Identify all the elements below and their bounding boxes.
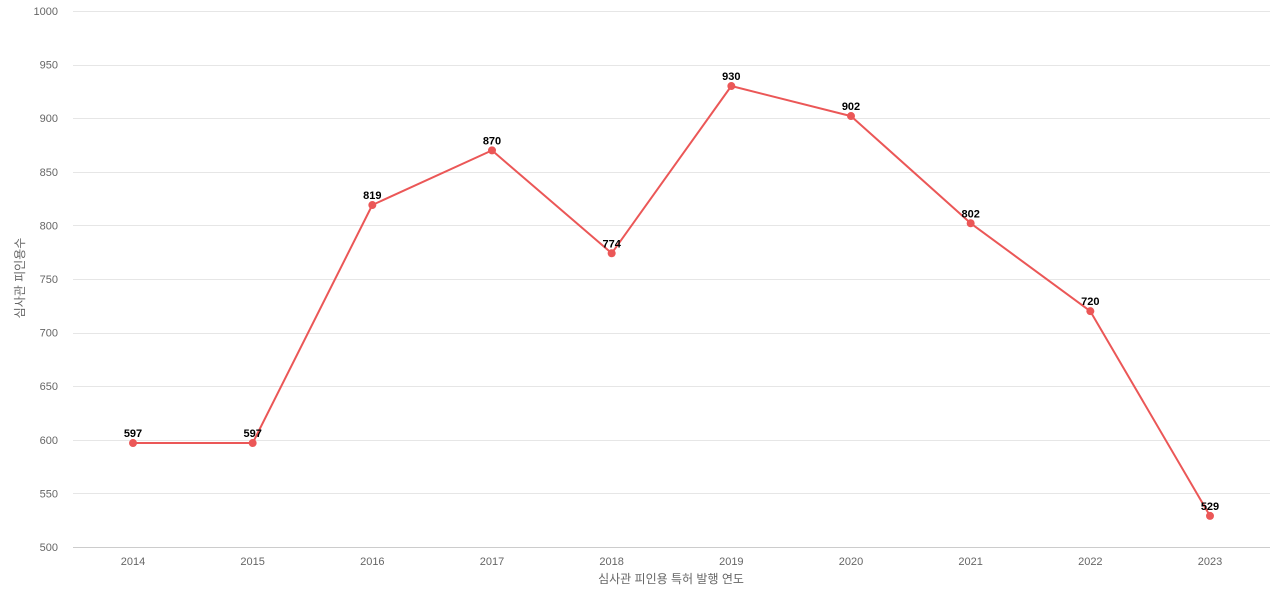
y-tick-label: 850 bbox=[40, 167, 58, 179]
data-points bbox=[129, 82, 1214, 520]
data-point[interactable] bbox=[488, 146, 496, 155]
data-label: 870 bbox=[483, 135, 501, 147]
data-label: 802 bbox=[961, 208, 979, 220]
y-tick-label: 550 bbox=[40, 488, 58, 500]
data-label: 819 bbox=[363, 190, 381, 202]
data-point[interactable] bbox=[847, 112, 855, 121]
x-tick-label: 2017 bbox=[480, 556, 504, 568]
x-tick-label: 2020 bbox=[839, 556, 863, 568]
data-labels: 597 597 819 870 774 930 902 802 720 529 bbox=[124, 71, 1219, 513]
y-tick-label: 900 bbox=[40, 113, 58, 125]
data-point[interactable] bbox=[1206, 511, 1214, 520]
data-point[interactable] bbox=[1086, 307, 1095, 316]
data-label: 902 bbox=[842, 101, 860, 113]
series-layer bbox=[133, 85, 1211, 517]
x-tick-label: 2021 bbox=[958, 556, 982, 568]
y-tick-label: 650 bbox=[40, 381, 58, 393]
data-label: 774 bbox=[602, 238, 621, 250]
x-tick-label: 2015 bbox=[240, 556, 264, 568]
data-label: 720 bbox=[1081, 296, 1099, 308]
y-tick-label: 500 bbox=[40, 542, 58, 554]
data-label: 597 bbox=[243, 428, 261, 440]
data-point[interactable] bbox=[368, 201, 377, 210]
y-tick-label: 600 bbox=[40, 435, 58, 447]
x-axis-ticks: 2014 2015 2016 2017 2018 2019 2020 2021 2022 2023 bbox=[121, 556, 1222, 568]
x-tick-label: 2016 bbox=[360, 556, 384, 568]
x-tick-label: 2022 bbox=[1078, 556, 1102, 568]
y-axis-title: 심사관 피인용수 bbox=[13, 238, 27, 319]
x-tick-label: 2023 bbox=[1198, 556, 1222, 568]
y-axis-ticks: 500 550 600 650 700 750 800 850 900 950 1000 bbox=[34, 6, 58, 554]
data-label: 597 bbox=[124, 428, 142, 440]
series-line bbox=[133, 85, 1211, 517]
data-point[interactable] bbox=[727, 82, 736, 91]
data-label: 529 bbox=[1201, 501, 1219, 513]
x-tick-label: 2014 bbox=[121, 556, 145, 568]
data-label: 930 bbox=[722, 71, 740, 83]
x-tick-label: 2019 bbox=[719, 556, 743, 568]
y-tick-label: 800 bbox=[40, 220, 58, 232]
data-point[interactable] bbox=[248, 439, 257, 448]
x-tick-label: 2018 bbox=[599, 556, 623, 568]
data-point[interactable] bbox=[966, 219, 975, 228]
x-axis-title: 심사관 피인용 특허 발행 연도 bbox=[598, 571, 744, 586]
data-point[interactable] bbox=[129, 439, 137, 448]
y-tick-label: 950 bbox=[40, 60, 58, 72]
y-tick-label: 750 bbox=[40, 274, 58, 286]
y-tick-label: 700 bbox=[40, 328, 58, 340]
grid-lines bbox=[73, 11, 1270, 548]
y-tick-label: 1000 bbox=[34, 6, 58, 18]
data-point[interactable] bbox=[607, 249, 616, 258]
